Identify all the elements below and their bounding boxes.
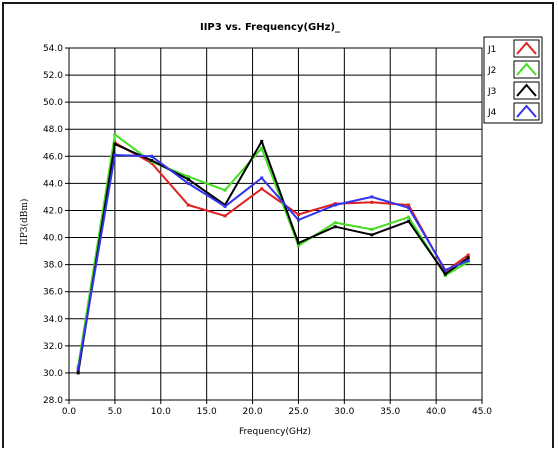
chart-title: IIP3 vs. Frequency(GHz)_	[200, 22, 340, 33]
data-point	[407, 206, 411, 210]
data-point	[113, 153, 117, 157]
data-point	[260, 176, 264, 180]
data-point	[186, 181, 190, 185]
legend-item-j3: J3	[487, 81, 540, 100]
x-axis: 0.0 5.0 10.0 15.0 20.0 25.0 30.0 35.0 40.0 45.0	[62, 400, 492, 417]
data-point	[186, 203, 190, 207]
data-point	[407, 215, 411, 219]
data-point	[466, 259, 470, 263]
legend: J1 J2 J3 J4	[483, 36, 543, 124]
y-tick-label: 48.0	[43, 125, 63, 135]
legend-item-j4: J4	[487, 102, 540, 121]
data-point	[186, 177, 190, 181]
y-tick-label: 42.0	[43, 206, 63, 216]
y-tick-label: 50.0	[43, 98, 63, 108]
y-tick-label: 52.0	[43, 71, 63, 81]
x-axis-label: Frequency(GHz)	[239, 427, 311, 437]
data-point	[466, 256, 470, 260]
series-j2	[76, 133, 470, 368]
x-tick-label: 40.0	[426, 407, 446, 417]
data-point	[260, 139, 264, 143]
data-point	[370, 195, 374, 199]
data-point	[407, 203, 411, 207]
data-point	[113, 142, 117, 146]
data-point	[223, 214, 227, 218]
legend-label: J3	[487, 87, 496, 97]
data-point	[370, 233, 374, 237]
data-point	[443, 272, 447, 276]
series-layer	[76, 133, 470, 375]
x-tick-label: 45.0	[472, 407, 492, 417]
data-point	[443, 268, 447, 272]
data-point	[296, 241, 300, 245]
data-point	[223, 188, 227, 192]
series-line	[77, 133, 469, 367]
y-tick-label: 30.0	[43, 369, 63, 379]
data-point	[333, 203, 337, 207]
data-point	[150, 158, 154, 162]
legend-item-j2: J2	[487, 60, 540, 79]
data-point	[296, 213, 300, 217]
y-tick-label: 36.0	[43, 288, 63, 298]
y-tick-label: 34.0	[43, 315, 63, 325]
data-point	[296, 218, 300, 222]
y-tick-label: 46.0	[43, 152, 63, 162]
y-tick-label: 32.0	[43, 342, 63, 352]
data-point	[76, 371, 80, 375]
series-line	[77, 140, 469, 374]
y-axis-label: IIP3(dBm)	[19, 199, 30, 246]
data-point	[186, 175, 190, 179]
y-axis: 28.0 30.0 32.0 34.0 36.0 38.0 40.0 42.0 44.0 46.0…	[43, 44, 69, 406]
data-point	[466, 253, 470, 257]
x-tick-label: 15.0	[197, 407, 217, 417]
series-line	[77, 141, 469, 372]
y-tick-label: 40.0	[43, 234, 63, 244]
data-point	[113, 133, 117, 137]
plot-area	[68, 47, 483, 401]
legend-label: J1	[487, 45, 496, 55]
data-point	[260, 146, 264, 150]
data-point	[370, 227, 374, 231]
data-point	[296, 244, 300, 248]
legend-label: J4	[487, 108, 497, 118]
x-tick-label: 20.0	[243, 407, 263, 417]
x-tick-label: 10.0	[151, 407, 171, 417]
data-point	[333, 221, 337, 225]
legend-swatch	[513, 60, 540, 79]
legend-item-j1: J1	[487, 39, 540, 58]
x-tick-label: 25.0	[288, 407, 308, 417]
y-tick-label: 38.0	[43, 261, 63, 271]
data-point	[76, 367, 80, 371]
x-tick-label: 5.0	[108, 407, 123, 417]
legend-swatch	[513, 81, 540, 100]
y-tick-label: 54.0	[43, 44, 63, 54]
legend-line-sample	[516, 62, 537, 76]
x-tick-label: 35.0	[380, 407, 400, 417]
x-tick-label: 0.0	[62, 407, 77, 417]
y-tick-label: 28.0	[43, 396, 63, 406]
legend-label: J2	[487, 66, 496, 76]
series-line	[77, 154, 469, 370]
data-point	[407, 219, 411, 223]
legend-line-sample	[516, 83, 537, 97]
data-point	[260, 187, 264, 191]
legend-line-sample	[516, 104, 537, 118]
series-j3	[76, 139, 470, 375]
legend-swatch	[513, 39, 540, 58]
x-tick-label: 30.0	[334, 407, 354, 417]
data-point	[370, 200, 374, 204]
legend-line-sample	[516, 41, 537, 55]
legend-swatch	[513, 102, 540, 121]
data-point	[333, 225, 337, 229]
y-tick-label: 44.0	[43, 179, 63, 189]
series-j4	[76, 153, 470, 371]
data-point	[150, 154, 154, 158]
data-point	[223, 204, 227, 208]
